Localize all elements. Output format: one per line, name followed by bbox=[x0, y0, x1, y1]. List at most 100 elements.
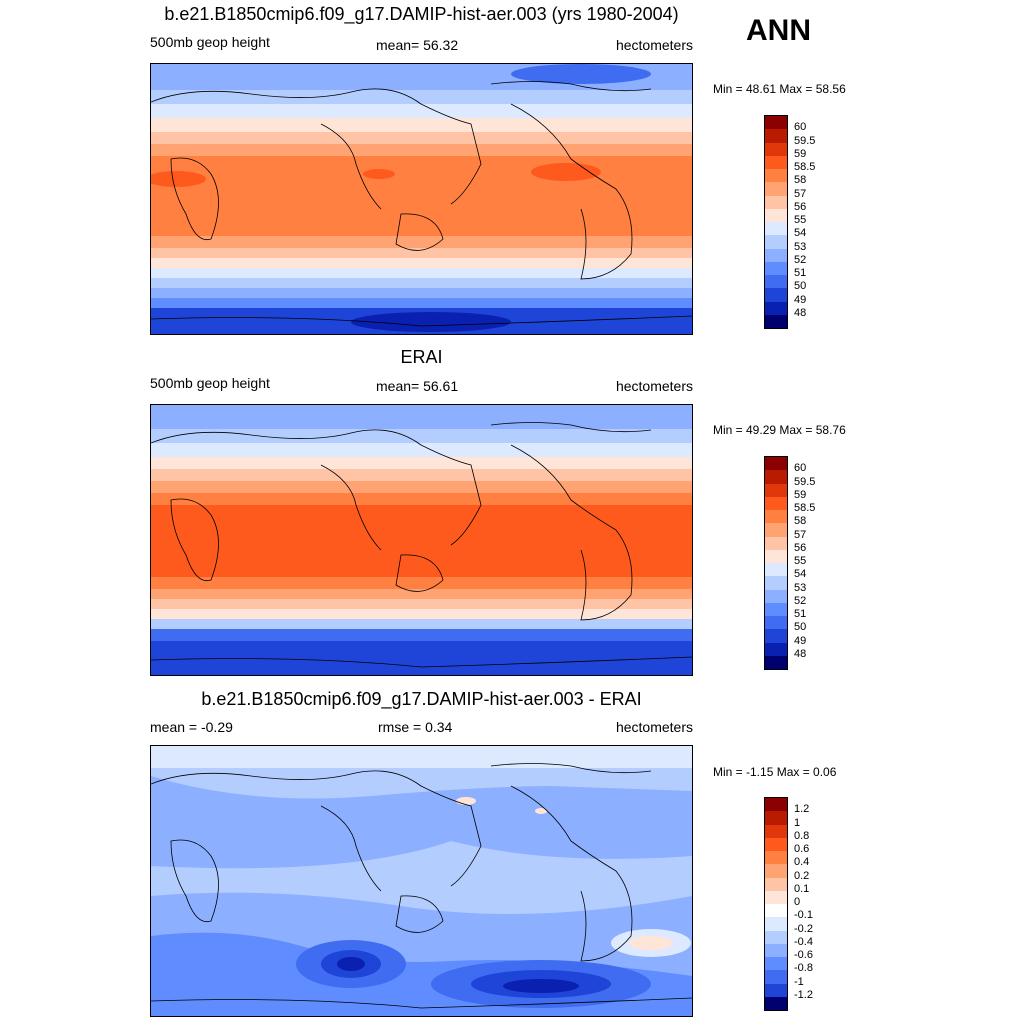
colorbar-swatch bbox=[765, 930, 787, 944]
colorbar-tick-label: 1.2 bbox=[794, 803, 810, 816]
colorbar-tick-label: 55 bbox=[794, 555, 807, 567]
colorbar-swatch bbox=[765, 655, 787, 669]
colorbar-swatch bbox=[765, 261, 787, 275]
colorbar-swatch bbox=[765, 837, 787, 851]
panel-3-minmax: Min = -1.15 Max = 0.06 bbox=[713, 765, 837, 779]
colorbar-tick-label: -0.4 bbox=[794, 935, 813, 948]
colorbar-swatch bbox=[765, 275, 787, 289]
colorbar-swatch bbox=[765, 536, 787, 550]
colorbar-tick-label: -1.2 bbox=[794, 988, 813, 1001]
colorbar-swatch bbox=[765, 235, 787, 249]
colorbar-swatch bbox=[765, 629, 787, 643]
colorbar-tick-label: 60 bbox=[794, 462, 807, 475]
colorbar-swatch bbox=[765, 510, 787, 524]
colorbar-swatch bbox=[765, 970, 787, 984]
colorbar-tick-label: 53 bbox=[794, 240, 807, 253]
colorbar-swatch bbox=[765, 563, 787, 577]
colorbar-tick-label: 60 bbox=[794, 121, 807, 134]
colorbar-swatch bbox=[765, 642, 787, 656]
colorbar-tick-label: 50 bbox=[794, 621, 807, 634]
panel-3-map bbox=[150, 745, 693, 1017]
colorbar-tick-label: 0.2 bbox=[794, 869, 810, 882]
panel-1-mean-label: mean= 56.32 bbox=[376, 37, 459, 53]
colorbar-tick-label: 53 bbox=[794, 581, 807, 594]
colorbar-tick-label: 50 bbox=[794, 280, 807, 293]
colorbar-tick-label: 58.5 bbox=[794, 502, 816, 514]
panel-3-rmse-label: rmse = 0.34 bbox=[378, 719, 453, 735]
colorbar-swatch bbox=[765, 129, 787, 143]
panel-2-title: ERAI bbox=[400, 347, 443, 367]
panel-3-units-label: hectometers bbox=[615, 719, 693, 735]
colorbar-swatch bbox=[765, 169, 787, 183]
colorbar-swatch bbox=[765, 496, 787, 510]
colorbar-tick-label: 56 bbox=[794, 200, 807, 213]
colorbar-swatch bbox=[765, 288, 787, 302]
colorbar-tick-label: 48 bbox=[794, 306, 807, 319]
colorbar-tick-label: 58 bbox=[794, 515, 807, 528]
panel-2-units-label: hectometers bbox=[615, 378, 693, 394]
colorbar-tick-label: 54 bbox=[794, 568, 807, 581]
colorbar-tick-label: 54 bbox=[794, 227, 807, 240]
colorbar-tick-label: 55 bbox=[794, 214, 807, 226]
colorbar-swatch bbox=[765, 811, 787, 825]
colorbar-tick-label: 57 bbox=[794, 187, 807, 200]
colorbar-swatch bbox=[765, 996, 787, 1010]
colorbar-swatch bbox=[765, 904, 787, 918]
colorbar-swatch bbox=[765, 470, 787, 484]
colorbar-swatch bbox=[765, 142, 787, 156]
colorbar-swatch bbox=[765, 222, 787, 236]
colorbar-swatch bbox=[765, 798, 787, 812]
colorbar-swatch bbox=[765, 877, 787, 891]
colorbar-tick-label: 49 bbox=[794, 293, 807, 306]
colorbar-tick-label: -1 bbox=[794, 975, 804, 988]
panel-2-mean-label: mean= 56.61 bbox=[376, 378, 459, 394]
colorbar-tick-label: 57 bbox=[794, 528, 807, 541]
colorbar-tick-label: 59.5 bbox=[794, 134, 816, 147]
panel-2-left-label: 500mb geop height bbox=[150, 375, 270, 391]
panel-1-title: b.e21.B1850cmip6.f09_g17.DAMIP-hist-aer.… bbox=[164, 4, 679, 24]
colorbar-swatch bbox=[765, 957, 787, 971]
colorbar-tick-label: -0.8 bbox=[794, 962, 813, 975]
colorbar-swatch bbox=[765, 301, 787, 315]
colorbar-tick-label: 52 bbox=[794, 594, 807, 607]
colorbar-tick-label: 0.6 bbox=[794, 843, 810, 855]
colorbar-swatch bbox=[765, 549, 787, 563]
colorbar-tick-label: 48 bbox=[794, 647, 807, 660]
colorbar-swatch bbox=[765, 890, 787, 904]
panel-1-map bbox=[150, 63, 693, 335]
colorbar-tick-label: 0 bbox=[794, 896, 801, 908]
colorbar-swatch bbox=[765, 943, 787, 957]
colorbar-swatch bbox=[765, 523, 787, 537]
panel-1-minmax: Min = 48.61 Max = 58.56 bbox=[713, 82, 846, 96]
panel-1-units-label: hectometers bbox=[615, 37, 693, 53]
colorbar-swatch bbox=[765, 576, 787, 590]
colorbar-swatch bbox=[765, 616, 787, 630]
colorbar-tick-label: -0.1 bbox=[794, 909, 813, 922]
colorbar-tick-label: 0.8 bbox=[794, 829, 810, 842]
colorbar-swatch bbox=[765, 917, 787, 931]
colorbar-tick-label: 51 bbox=[794, 608, 807, 620]
colorbar-swatch bbox=[765, 248, 787, 262]
colorbar-swatch bbox=[765, 602, 787, 616]
colorbar-tick-label: 59 bbox=[794, 147, 807, 160]
colorbar-tick-label: 58 bbox=[794, 174, 807, 187]
colorbar-tick-label: 58.5 bbox=[794, 161, 816, 173]
panel-3-title: b.e21.B1850cmip6.f09_g17.DAMIP-hist-aer.… bbox=[201, 689, 642, 709]
colorbar-swatch bbox=[765, 864, 787, 878]
colorbar-swatch bbox=[765, 155, 787, 169]
colorbar-swatch bbox=[765, 182, 787, 196]
colorbar-swatch bbox=[765, 983, 787, 997]
panel-3-mean-label: mean = -0.29 bbox=[150, 719, 233, 735]
colorbar-swatch bbox=[765, 851, 787, 865]
colorbar-tick-label: 59 bbox=[794, 488, 807, 501]
colorbar-tick-label: -0.2 bbox=[794, 922, 813, 935]
colorbar-swatch bbox=[765, 314, 787, 328]
panel-3-colorbar bbox=[764, 797, 788, 1011]
colorbar-tick-label: 0.4 bbox=[794, 856, 810, 869]
colorbar-swatch bbox=[765, 457, 787, 471]
panel-1-left-label: 500mb geop height bbox=[150, 34, 270, 50]
colorbar-tick-label: 49 bbox=[794, 634, 807, 647]
colorbar-tick-label: 0.1 bbox=[794, 882, 810, 895]
colorbar-swatch bbox=[765, 483, 787, 497]
panel-2-map bbox=[150, 404, 693, 676]
